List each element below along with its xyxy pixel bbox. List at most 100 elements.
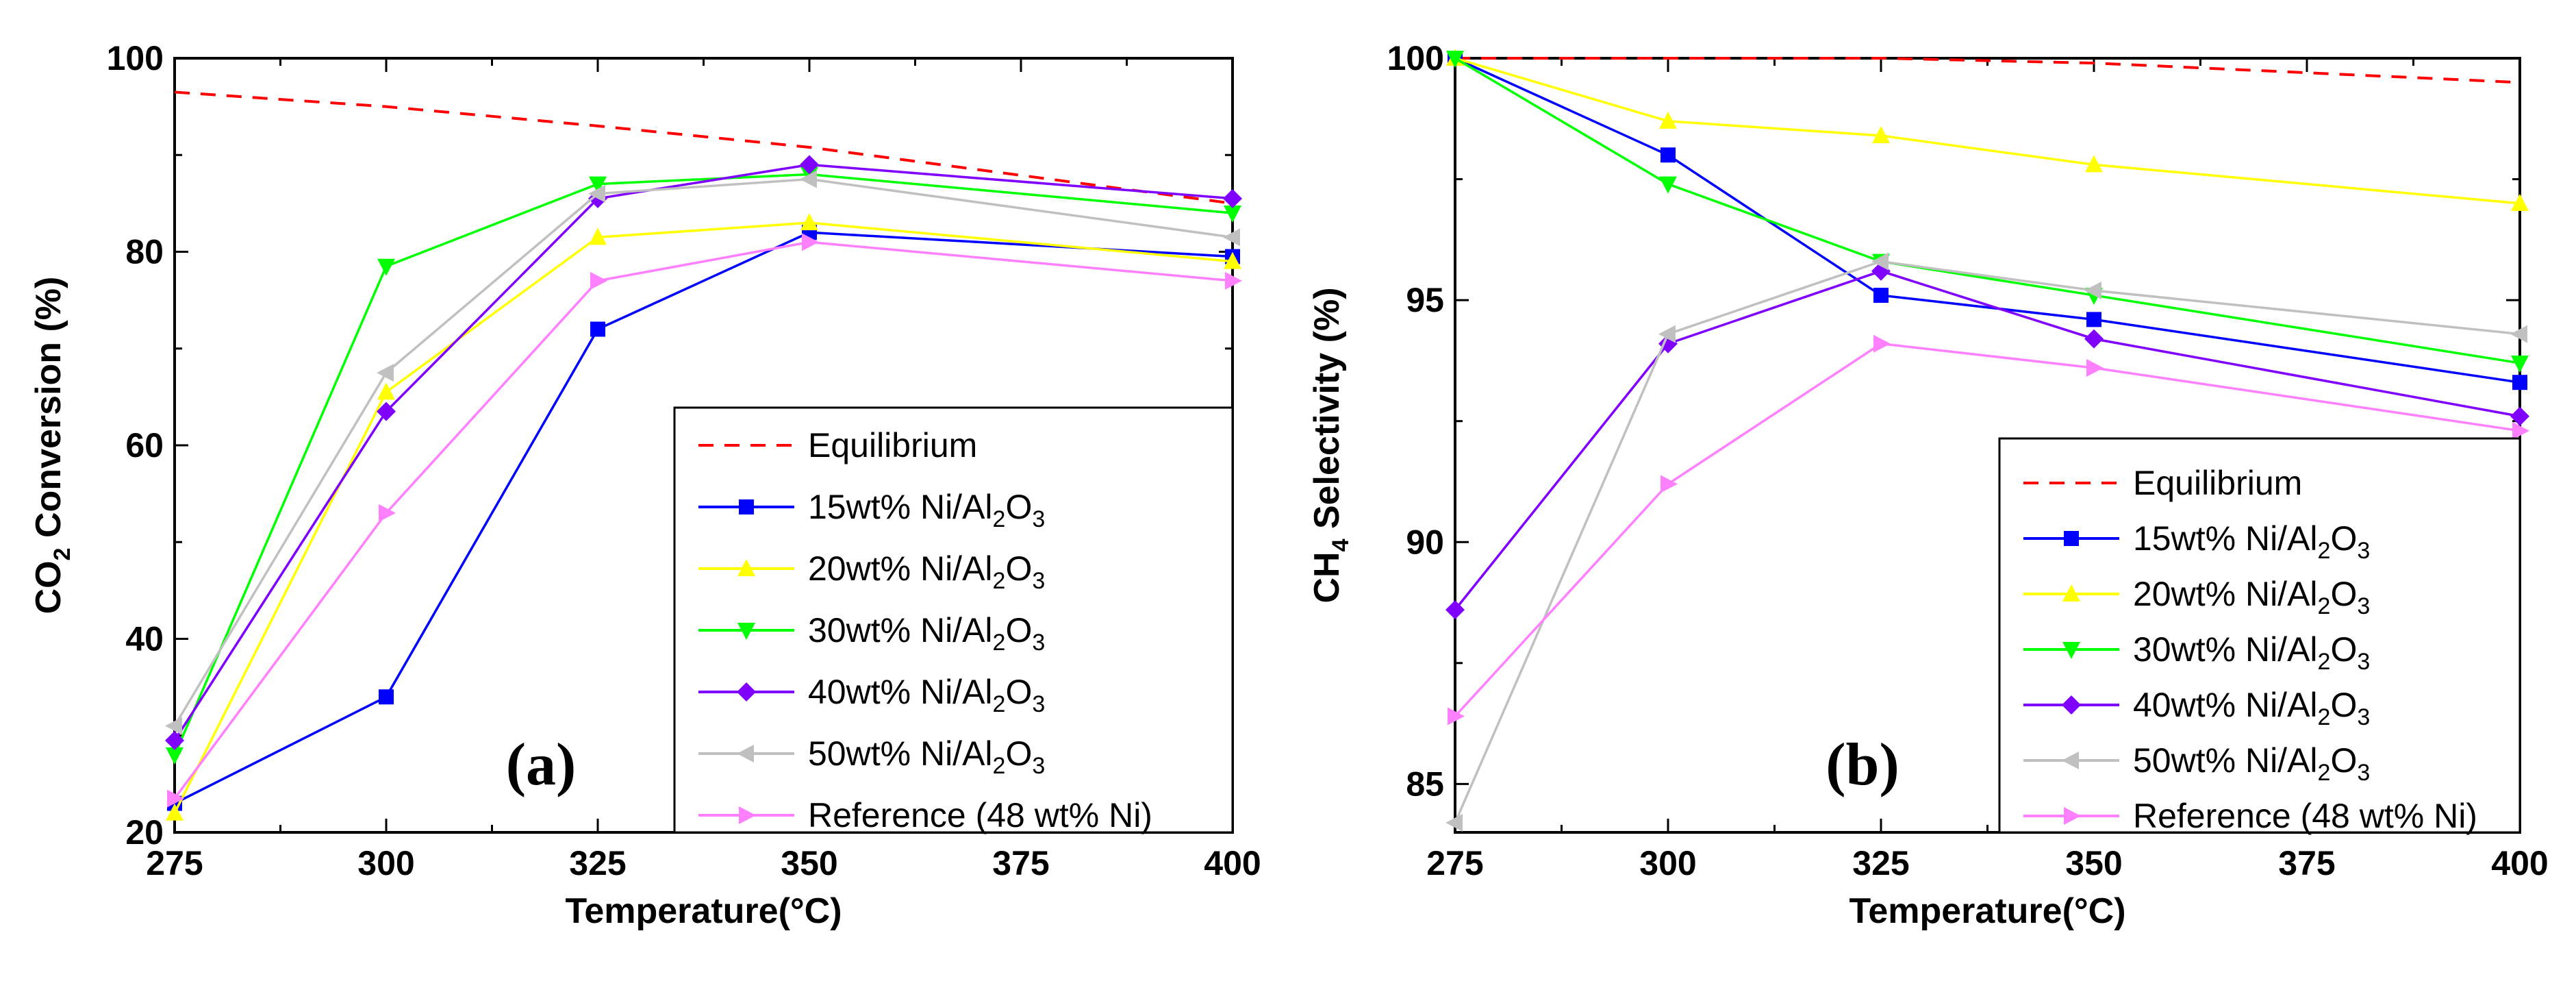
legend-swatch-marker — [739, 806, 756, 824]
legend-label: 40wt% Ni/Al2O3 — [808, 673, 1045, 717]
series-5-point — [1445, 813, 1463, 832]
x-tick-label: 375 — [2278, 844, 2335, 882]
series-3-point — [589, 176, 607, 194]
legend-swatch-marker — [737, 559, 755, 576]
series-6-point — [1873, 334, 1891, 353]
x-tick-label: 325 — [569, 844, 626, 882]
y-axis-title: CO2 Conversion (%) — [29, 277, 75, 615]
series-3-point — [166, 747, 184, 765]
legend-swatch-marker — [2062, 752, 2079, 769]
series-6-point — [2512, 421, 2529, 440]
legend-label: 15wt% Ni/Al2O3 — [2133, 519, 2370, 564]
legend-swatch-marker — [2062, 695, 2081, 715]
series-5-point — [2510, 325, 2527, 343]
legend-label: 50wt% Ni/Al2O3 — [808, 734, 1045, 779]
series-5-point — [2084, 282, 2101, 299]
series-1-point — [1660, 147, 1676, 163]
series-5-point — [377, 364, 394, 382]
series-1-point — [2086, 312, 2101, 327]
legend-label: 30wt% Ni/Al2O3 — [808, 611, 1045, 656]
series-3-point — [1446, 51, 1464, 68]
legend-label: Reference (48 wt% Ni) — [2133, 797, 2477, 835]
series-4-point — [2084, 329, 2104, 349]
y-tick-label: 80 — [125, 233, 164, 271]
series-3-point — [2511, 355, 2529, 373]
legend-swatch-marker — [737, 623, 755, 640]
series-4-point — [800, 155, 819, 175]
x-axis-title: Temperature(°C) — [565, 891, 842, 931]
legend-swatch-marker — [737, 682, 756, 702]
series-4-point — [377, 401, 396, 421]
series-5-point — [800, 170, 817, 188]
series-5-point — [165, 717, 182, 735]
series-6-point — [1660, 475, 1678, 493]
series-0-line — [174, 90, 1233, 205]
legend-swatch-marker — [739, 499, 754, 514]
series-6-point — [1448, 707, 1465, 726]
series-2-point — [377, 382, 395, 400]
x-tick-label: 350 — [781, 844, 837, 882]
series-6-point — [590, 271, 607, 290]
legend-swatch-marker — [2064, 807, 2081, 825]
series-1-point — [1873, 288, 1889, 303]
series-5-point — [1223, 228, 1240, 247]
legend-label: Reference (48 wt% Ni) — [808, 796, 1152, 834]
series-1-point — [590, 321, 605, 337]
legend-label: 15wt% Ni/Al2O3 — [808, 488, 1045, 532]
y-tick-label: 90 — [1406, 523, 1444, 561]
series-2-point — [2085, 155, 2103, 173]
legend-box — [673, 406, 1234, 834]
series-5-point — [1871, 252, 1889, 271]
series-4-point — [1445, 600, 1465, 620]
series-5-point — [1658, 325, 1676, 343]
legend-box — [1998, 437, 2521, 834]
series-6-point — [1225, 271, 1242, 290]
y-tick-label: 60 — [125, 426, 164, 464]
series-6-point — [2086, 359, 2104, 377]
x-tick-label: 375 — [992, 844, 1049, 882]
series-2-point — [1659, 111, 1677, 129]
legend-swatch-marker — [737, 745, 754, 762]
y-tick-label: 95 — [1406, 281, 1444, 319]
x-tick-label: 325 — [1852, 844, 1909, 882]
series-6-point — [167, 789, 184, 808]
series-5-point — [588, 184, 605, 203]
y-axis-title: CH4 Selectivity (%) — [1307, 287, 1354, 603]
series-0-line — [1455, 57, 2521, 84]
legend-label: 40wt% Ni/Al2O3 — [2133, 686, 2370, 730]
y-tick-label: 100 — [107, 39, 164, 77]
panel-label: (b) — [1826, 732, 1899, 798]
chart-panel-a: 275 300 325 350 375 400 20 40 60 80 100 Temperature… — [29, 39, 1261, 931]
y-tick-label: 100 — [1387, 39, 1444, 77]
series-1-line — [1454, 57, 2521, 384]
series-2-point — [1224, 251, 1241, 269]
x-tick-label: 275 — [1426, 844, 1483, 882]
chart-panel-b: 275 300 325 350 375 400 85 90 95 100 Temperature(°… — [1307, 39, 2549, 931]
legend-swatch-marker — [2062, 584, 2080, 602]
series-2-point — [1872, 126, 1890, 143]
legend-label: 20wt% Ni/Al2O3 — [808, 549, 1045, 594]
series-6-point — [802, 233, 819, 251]
x-tick-label: 400 — [2491, 844, 2548, 882]
series-1-point — [2512, 375, 2527, 390]
series-4-point — [165, 730, 184, 750]
panel-label: (a) — [506, 732, 577, 798]
y-tick-label: 20 — [125, 813, 164, 852]
x-tick-label: 275 — [146, 844, 203, 882]
series-2-point — [2511, 193, 2529, 211]
series-3-point — [377, 258, 395, 276]
y-tick-label: 85 — [1406, 765, 1444, 803]
legend-label: Equilibrium — [808, 426, 977, 464]
series-2-point — [166, 803, 184, 821]
series-3-point — [1659, 176, 1677, 194]
series-4-point — [2510, 406, 2529, 426]
legend-swatch-marker — [2062, 642, 2080, 659]
series-2-point — [589, 227, 607, 245]
series-2-point — [800, 213, 818, 231]
x-tick-label: 350 — [2065, 844, 2122, 882]
legend-label: Equilibrium — [2133, 464, 2302, 502]
x-tick-label: 300 — [1639, 844, 1696, 882]
legend-swatch-marker — [2064, 531, 2079, 546]
legend-label: 20wt% Ni/Al2O3 — [2133, 575, 2370, 619]
